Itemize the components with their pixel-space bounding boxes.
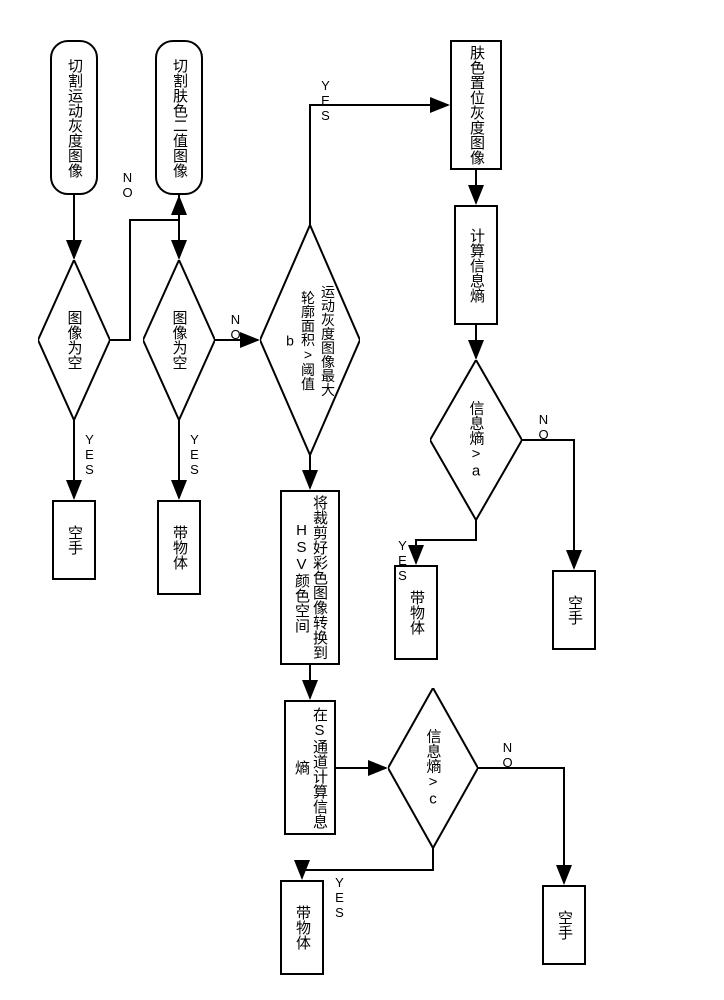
process-skin-gray-label: 肤色置位灰度图像 [467, 45, 485, 165]
result-with-object-1: 带物体 [157, 500, 201, 595]
label-no-1: NO [120, 170, 135, 200]
result-with-object-2: 带物体 [280, 880, 324, 975]
decision-entropy-c: 信息熵>c [388, 688, 478, 848]
decision-image-empty-2-label: 图像为空 [169, 310, 190, 370]
process-s-channel-entropy-label: 在S通道计算信息熵 [292, 702, 328, 833]
process-hsv-convert: 将裁剪好彩色图像转换到HSV颜色空间 [280, 490, 340, 665]
label-yes-4: YES [395, 538, 410, 583]
result-empty-hand-1-label: 空手 [65, 525, 83, 555]
label-yes-3: YES [318, 78, 333, 123]
process-skin-gray: 肤色置位灰度图像 [450, 40, 502, 170]
start-skin-binary: 切割肤色二值图像 [155, 40, 203, 195]
result-empty-hand-3: 空手 [552, 570, 596, 650]
result-empty-hand-3-label: 空手 [565, 595, 583, 625]
label-yes-1: YES [82, 432, 97, 477]
process-hsv-convert-label: 将裁剪好彩色图像转换到HSV颜色空间 [292, 492, 328, 663]
process-calc-entropy-label: 计算信息熵 [467, 228, 485, 303]
decision-entropy-a-label: 信息熵>a [466, 401, 487, 480]
decision-image-empty-1: 图像为空 [38, 260, 110, 420]
start-skin-binary-label: 切割肤色二值图像 [170, 58, 188, 178]
result-empty-hand-1: 空手 [52, 500, 96, 580]
decision-area-b-label: 运动灰度图像最大轮廓面积>阈值b [282, 283, 338, 398]
decision-image-empty-1-label: 图像为空 [64, 310, 85, 370]
label-no-3: NO [536, 412, 551, 442]
label-no-4: NO [500, 740, 515, 770]
result-with-object-1-label: 带物体 [170, 525, 188, 570]
result-empty-hand-2: 空手 [542, 885, 586, 965]
process-s-channel-entropy: 在S通道计算信息熵 [284, 700, 336, 835]
process-calc-entropy: 计算信息熵 [454, 205, 498, 325]
start-motion-gray-label: 切割运动灰度图像 [65, 58, 83, 178]
label-yes-5: YES [332, 875, 347, 920]
result-empty-hand-2-label: 空手 [555, 910, 573, 940]
decision-entropy-a: 信息熵>a [430, 360, 522, 520]
edges-layer [0, 0, 724, 1000]
label-no-2: NO [228, 312, 243, 342]
result-with-object-3-label: 带物体 [407, 590, 425, 635]
decision-entropy-c-label: 信息熵>c [423, 729, 444, 808]
start-motion-gray: 切割运动灰度图像 [50, 40, 98, 195]
label-yes-2: YES [187, 432, 202, 477]
decision-area-b: 运动灰度图像最大轮廓面积>阈值b [260, 225, 360, 455]
decision-image-empty-2: 图像为空 [143, 260, 215, 420]
result-with-object-2-label: 带物体 [293, 905, 311, 950]
